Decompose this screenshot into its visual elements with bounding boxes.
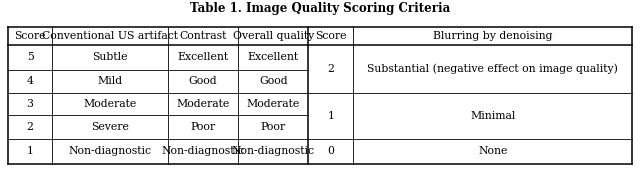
Text: 4: 4 — [27, 76, 33, 86]
Text: Conventional US artifact: Conventional US artifact — [42, 31, 178, 41]
Text: Non-diagnostic: Non-diagnostic — [232, 146, 315, 156]
Text: 5: 5 — [27, 52, 33, 62]
Text: Table 1. Image Quality Scoring Criteria: Table 1. Image Quality Scoring Criteria — [190, 2, 450, 15]
Text: Minimal: Minimal — [470, 111, 515, 121]
Text: Excellent: Excellent — [177, 52, 228, 62]
Text: Poor: Poor — [260, 122, 286, 132]
Text: Poor: Poor — [190, 122, 216, 132]
Text: 2: 2 — [328, 64, 334, 74]
Text: 1: 1 — [328, 111, 334, 121]
Text: Moderate: Moderate — [176, 99, 230, 109]
Text: Blurring by denoising: Blurring by denoising — [433, 31, 552, 41]
Text: None: None — [478, 146, 508, 156]
Text: 0: 0 — [328, 146, 334, 156]
Text: Overall quality: Overall quality — [233, 31, 314, 41]
Text: 2: 2 — [27, 122, 33, 132]
Text: Severe: Severe — [91, 122, 129, 132]
Text: 1: 1 — [27, 146, 33, 156]
Text: Mild: Mild — [97, 76, 123, 86]
Text: Good: Good — [259, 76, 287, 86]
Text: Moderate: Moderate — [246, 99, 300, 109]
Text: Moderate: Moderate — [83, 99, 137, 109]
Text: 3: 3 — [27, 99, 33, 109]
Text: Non-diagnostic: Non-diagnostic — [161, 146, 244, 156]
Text: Contrast: Contrast — [179, 31, 227, 41]
Text: Score: Score — [14, 31, 46, 41]
Text: Subtle: Subtle — [92, 52, 128, 62]
Text: Non-diagnostic: Non-diagnostic — [68, 146, 152, 156]
Text: Substantial (negative effect on image quality): Substantial (negative effect on image qu… — [367, 64, 618, 74]
Text: Excellent: Excellent — [248, 52, 299, 62]
Text: Score: Score — [315, 31, 347, 41]
Text: Good: Good — [189, 76, 217, 86]
